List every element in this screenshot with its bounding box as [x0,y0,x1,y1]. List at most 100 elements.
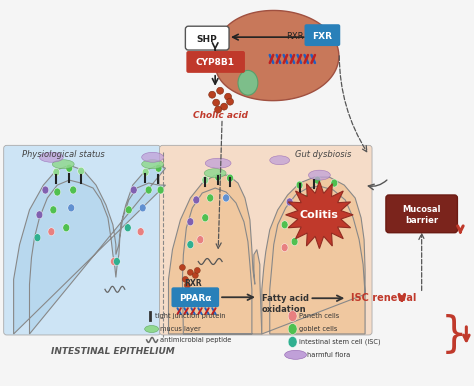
Ellipse shape [288,323,297,335]
FancyBboxPatch shape [4,146,161,335]
Ellipse shape [215,173,221,181]
Text: CYP8B1: CYP8B1 [196,58,235,68]
FancyBboxPatch shape [186,51,245,73]
Circle shape [182,276,188,282]
Ellipse shape [288,311,297,322]
Ellipse shape [314,176,321,184]
Text: FXR: FXR [312,32,332,41]
Ellipse shape [142,160,164,169]
Ellipse shape [187,218,194,226]
Text: }: } [441,314,468,356]
Text: PPARα: PPARα [179,294,211,303]
Ellipse shape [291,238,298,245]
Text: intestinal stem cell (ISC): intestinal stem cell (ISC) [299,339,380,345]
Ellipse shape [66,164,73,172]
Ellipse shape [202,214,209,222]
Ellipse shape [187,240,194,249]
Circle shape [184,282,191,288]
Ellipse shape [227,174,233,182]
Text: Paneth cells: Paneth cells [299,313,339,319]
Ellipse shape [52,160,74,169]
Ellipse shape [130,186,137,194]
Circle shape [227,98,234,105]
Ellipse shape [142,152,164,162]
Ellipse shape [205,158,231,168]
Circle shape [220,103,228,110]
Polygon shape [262,177,365,334]
Ellipse shape [70,186,77,194]
Circle shape [187,269,193,275]
Circle shape [213,99,219,106]
Ellipse shape [296,214,303,222]
Text: Fatty acid
oxidation: Fatty acid oxidation [262,294,309,314]
Ellipse shape [157,186,164,194]
Ellipse shape [50,206,57,214]
Circle shape [217,87,224,94]
Text: mucus layer: mucus layer [160,326,201,332]
Text: Mucosal
barrier: Mucosal barrier [402,205,441,225]
Text: SHP: SHP [197,35,218,44]
FancyBboxPatch shape [185,26,229,50]
Ellipse shape [304,194,311,202]
Circle shape [180,264,185,271]
Text: RXR: RXR [184,279,202,288]
Ellipse shape [78,167,84,175]
Ellipse shape [139,204,146,212]
Ellipse shape [110,257,117,266]
Text: goblet cells: goblet cells [299,326,337,332]
Text: Physiological status: Physiological status [21,150,104,159]
Ellipse shape [54,188,61,196]
Polygon shape [14,165,165,334]
Ellipse shape [202,176,209,184]
Ellipse shape [68,204,74,212]
Ellipse shape [197,236,204,244]
FancyBboxPatch shape [386,195,457,233]
Ellipse shape [281,244,288,252]
Text: ISC renewal: ISC renewal [351,293,417,303]
Ellipse shape [145,325,159,332]
FancyBboxPatch shape [304,24,340,46]
Text: RXR: RXR [286,32,303,41]
Polygon shape [168,175,262,334]
Circle shape [225,93,231,100]
Polygon shape [215,10,339,101]
Circle shape [215,106,222,113]
Ellipse shape [321,194,328,202]
Ellipse shape [155,164,162,172]
Text: antimicrobial peptide: antimicrobial peptide [160,337,231,343]
Ellipse shape [126,206,132,214]
Text: harmful flora: harmful flora [308,352,351,358]
Ellipse shape [223,194,229,202]
Text: Colitis: Colitis [300,210,339,220]
FancyBboxPatch shape [160,146,372,335]
Ellipse shape [39,152,63,162]
Ellipse shape [288,337,297,347]
Text: Cholic acid: Cholic acid [192,111,247,120]
Ellipse shape [113,257,120,266]
Ellipse shape [286,198,293,206]
Ellipse shape [309,170,330,180]
Ellipse shape [48,228,55,236]
Ellipse shape [331,179,337,187]
Ellipse shape [270,156,290,165]
Ellipse shape [204,169,226,178]
Ellipse shape [36,211,43,219]
FancyBboxPatch shape [172,287,219,307]
Text: tight junction protein: tight junction protein [155,313,225,319]
Ellipse shape [137,228,144,236]
Ellipse shape [42,186,49,194]
Ellipse shape [142,168,149,176]
Ellipse shape [207,194,214,202]
Ellipse shape [281,221,288,229]
Ellipse shape [296,181,303,189]
Text: INTESTINAL EPITHELIUM: INTESTINAL EPITHELIUM [51,347,175,356]
Ellipse shape [124,224,131,232]
Ellipse shape [63,224,70,232]
Circle shape [192,273,198,278]
Ellipse shape [193,196,200,204]
Text: Gut dysbiosis: Gut dysbiosis [294,150,351,159]
Ellipse shape [238,70,258,95]
Ellipse shape [285,350,307,359]
Circle shape [209,91,216,98]
Polygon shape [286,181,353,249]
